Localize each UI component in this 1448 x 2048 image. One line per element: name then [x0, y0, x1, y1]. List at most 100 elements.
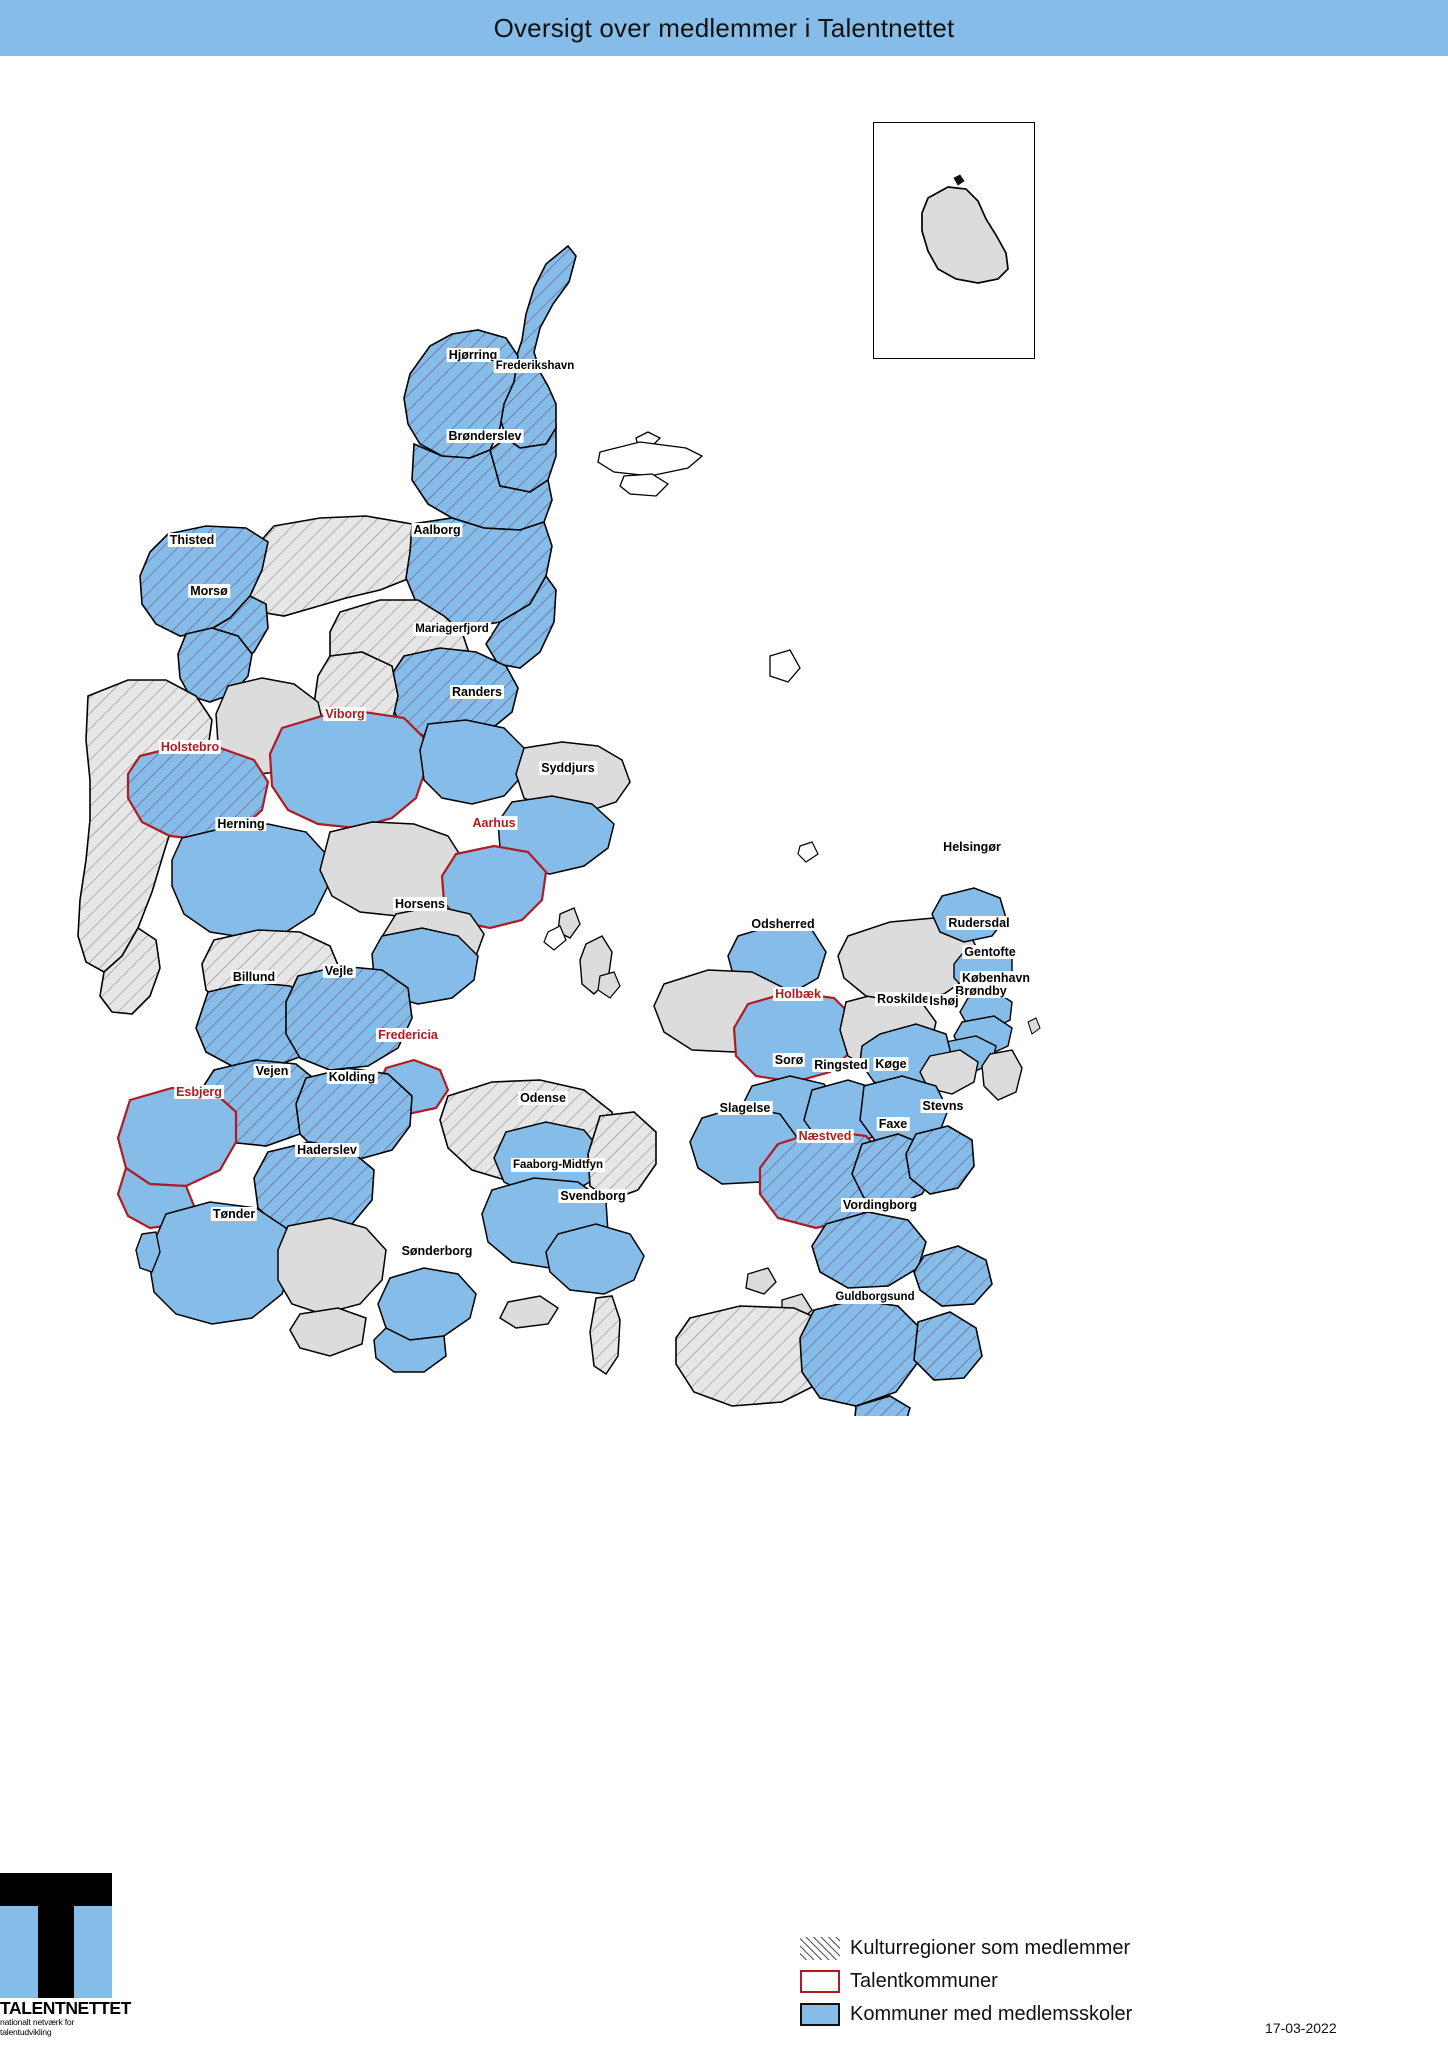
region-guldborgsund[interactable]	[799, 1299, 921, 1416]
region-thisted[interactable]	[139, 525, 269, 667]
region-helsingoer[interactable]	[931, 887, 1007, 943]
island-small-1	[543, 925, 567, 951]
logo-name: TALENTNETTET	[0, 1998, 131, 2018]
map-label-ish-j: Ishøj	[927, 994, 961, 1008]
region-als	[289, 1307, 367, 1357]
region-broenderslev[interactable]	[411, 442, 553, 531]
hatch-swatch-icon	[800, 1936, 840, 1960]
region-falster-east	[913, 1311, 983, 1381]
legend-item-talentkommuner[interactable]: Talentkommuner	[800, 1968, 1420, 1994]
region-herning[interactable]	[171, 823, 329, 939]
region-amager	[981, 1049, 1023, 1101]
region-ishoej[interactable]	[919, 1049, 979, 1095]
island-hirsholmene	[769, 649, 801, 683]
region-vordingborg[interactable]	[811, 1211, 927, 1289]
map-label-roskilde: Roskilde	[874, 992, 932, 1006]
map-label-gentofte: Gentofte	[962, 945, 1018, 959]
legend-label-talentkommuner: Talentkommuner	[850, 1969, 998, 1992]
christiansoe-shape	[953, 174, 965, 186]
map-label-syddjurs: Syddjurs	[539, 761, 597, 775]
inset-map-svg	[921, 174, 1009, 284]
denmark-map[interactable]	[0, 56, 1448, 1416]
region-hven	[1027, 1017, 1041, 1035]
map-label-rudersdal: Rudersdal	[946, 916, 1012, 930]
legend-label-kulturregioner: Kulturregioner som medlemmer	[850, 1936, 1131, 1959]
legend-label-medlemsskoler: Kommuner med medlemsskoler	[850, 2002, 1133, 2025]
map-label-sor-: Sorø	[772, 1053, 806, 1067]
map-label-randers: Randers	[449, 685, 505, 699]
region-svendborg[interactable]	[545, 1223, 645, 1295]
legend: Kulturregioner som medlemmer Talentkommu…	[800, 1935, 1420, 2034]
region-soenderborg[interactable]	[373, 1267, 477, 1373]
map-label-holstebro: Holstebro	[158, 740, 222, 754]
region-roemoe	[135, 1231, 161, 1273]
region-randers[interactable]	[419, 719, 525, 805]
map-label-svendborg: Svendborg	[558, 1189, 628, 1203]
logo-tagline: nationalt netværk for talentudvikling	[0, 2017, 75, 2037]
legend-date: 17-03-2022	[1265, 2020, 1337, 2036]
blue-fill-swatch-icon	[800, 2002, 840, 2026]
map-label-odsherred: Odsherred	[749, 917, 817, 931]
map-label-aarhus: Aarhus	[470, 816, 518, 830]
map-label-holb-k: Holbæk	[773, 987, 823, 1001]
region-norddjurs[interactable]	[515, 741, 631, 813]
red-outline-swatch-icon	[800, 1969, 840, 1993]
map-label-haderslev: Haderslev	[295, 1143, 359, 1157]
region-laesoe-south	[619, 473, 670, 497]
legend-item-kulturregioner[interactable]: Kulturregioner som medlemmer	[800, 1935, 1420, 1961]
map-label-frederikshavn: Frederikshavn	[493, 359, 577, 373]
map-label-horsens: Horsens	[392, 897, 448, 911]
region-stevns[interactable]	[905, 1125, 975, 1195]
island-anholt	[797, 841, 819, 863]
map-label-vordingborg: Vordingborg	[840, 1198, 920, 1212]
map-label-br-nderslev: Brønderslev	[446, 429, 524, 443]
map-label-ringsted: Ringsted	[812, 1058, 870, 1072]
talentnettet-logo[interactable]: TALENTNETTET nationalt netværk for talen…	[0, 1873, 131, 2037]
map-label-s-nderborg: Sønderborg	[399, 1244, 475, 1258]
map-label-viborg: Viborg	[323, 707, 367, 721]
region-aabenraa[interactable]	[277, 1217, 387, 1315]
map-label-esbjerg: Esbjerg	[174, 1085, 224, 1099]
map-label-t-nder: Tønder	[210, 1207, 258, 1221]
region-laesoe-outline	[597, 441, 704, 477]
region-agersoe	[745, 1267, 777, 1295]
map-label-stevns: Stevns	[920, 1099, 966, 1113]
page-title-bar: Oversigt over medlemmer i Talentnettet	[0, 0, 1448, 56]
map-label-fredericia: Fredericia	[376, 1028, 440, 1042]
region-lolland[interactable]	[675, 1305, 839, 1407]
inset-map-bornholm[interactable]	[873, 122, 1035, 359]
map-label-hj-rring: Hjørring	[446, 348, 500, 362]
region-frederikshavn[interactable]	[485, 244, 577, 493]
page-title: Oversigt over medlemmer i Talentnettet	[493, 12, 955, 43]
region-nyborg[interactable]	[587, 1111, 657, 1201]
map-label-mors-: Morsø	[188, 584, 230, 598]
map-label-br-ndby: Brøndby	[953, 984, 1009, 998]
map-label-vejle: Vejle	[322, 964, 356, 978]
map-label-vejen: Vejen	[253, 1064, 291, 1078]
legend-item-medlemsskoler[interactable]: Kommuner med medlemsskoler	[800, 2001, 1420, 2027]
logo-t-stem	[38, 1873, 74, 1998]
map-label-mariagerfjord: Mariagerfjord	[413, 622, 491, 636]
region-moen	[913, 1245, 993, 1307]
map-label-faxe: Faxe	[876, 1117, 910, 1131]
region-aeroe	[499, 1295, 559, 1329]
map-label-kolding: Kolding	[326, 1070, 378, 1084]
logo-t-mark-icon	[0, 1873, 112, 1998]
map-canvas[interactable]: Hjørring Frederikshavn Brønderslev Aalborg T…	[0, 56, 1448, 1416]
island-endelave	[597, 971, 621, 999]
map-regions	[77, 244, 1041, 1416]
map-label-k-benhavn: København	[959, 971, 1033, 985]
map-label-herning: Herning	[215, 817, 267, 831]
region-aalborg[interactable]	[405, 517, 557, 669]
map-label-helsing-r: Helsingør	[941, 840, 1003, 854]
bornholm-shape	[921, 186, 1009, 284]
region-aarhus[interactable]	[440, 844, 548, 930]
region-viborg[interactable]	[268, 710, 428, 830]
map-label-n-stved: Næstved	[796, 1129, 854, 1143]
map-label-billund: Billund	[230, 970, 278, 984]
region-vejle[interactable]	[285, 965, 413, 1071]
region-langeland	[589, 1295, 621, 1376]
map-label-faaborg-midtfyn: Faaborg-Midtfyn	[510, 1158, 606, 1172]
map-label-guldborgsund: Guldborgsund	[833, 1290, 917, 1304]
map-label-odense: Odense	[518, 1091, 568, 1105]
